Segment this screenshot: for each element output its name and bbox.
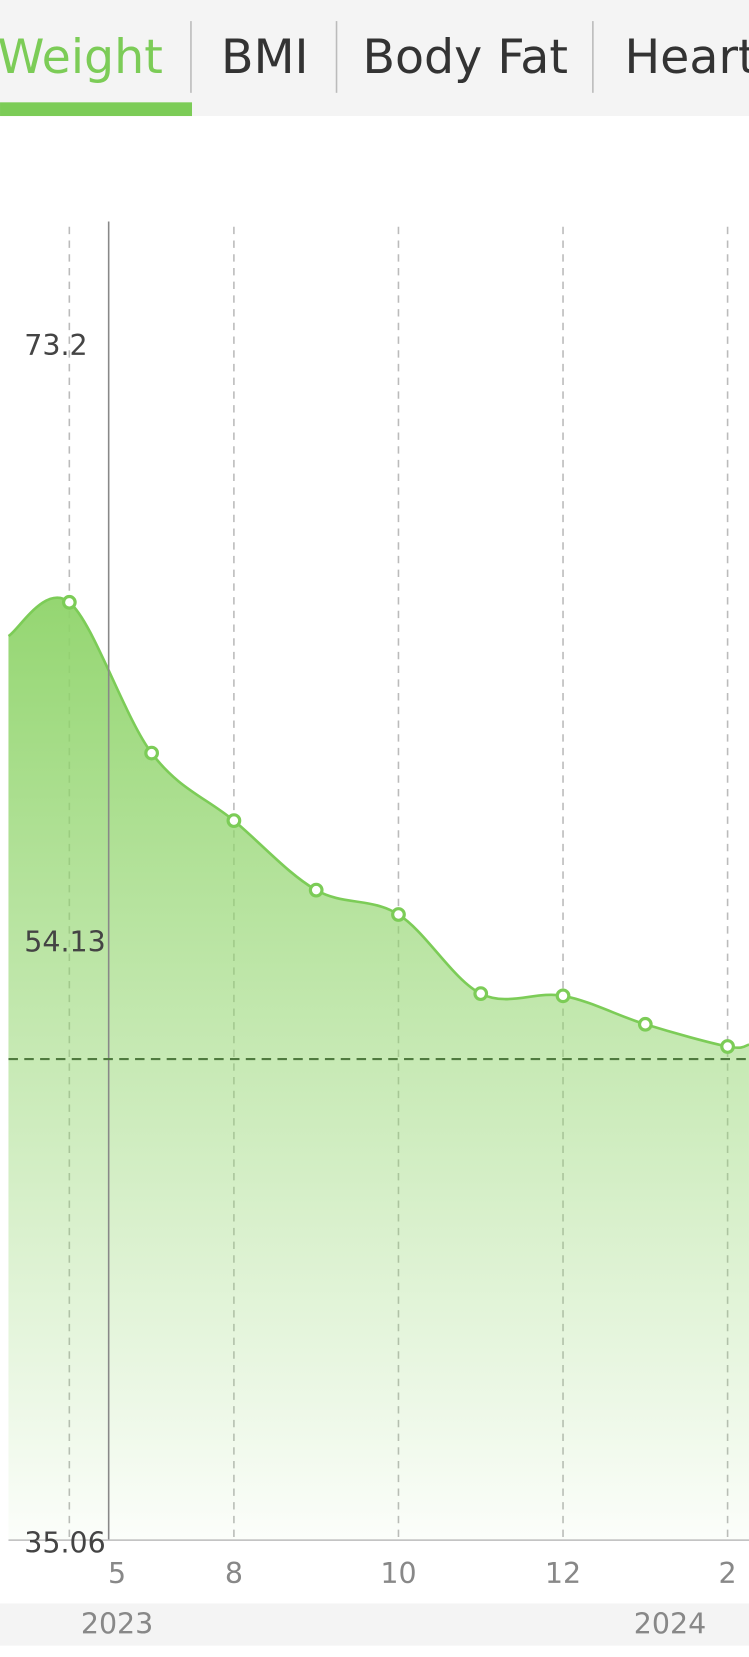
- point: [226, 813, 242, 829]
- area: [8, 597, 749, 1541]
- year-label: 2023: [81, 1608, 153, 1641]
- point: [61, 594, 77, 610]
- point: [473, 986, 489, 1002]
- x-tick-label: 5: [108, 1557, 126, 1590]
- tab-indicator: [0, 102, 193, 117]
- x-tick-label: 2: [719, 1557, 737, 1590]
- x-tick-label: 8: [225, 1557, 243, 1590]
- y-tick-label: 35.06: [24, 1526, 106, 1559]
- point: [144, 745, 160, 761]
- point: [308, 882, 324, 898]
- year-strip: [0, 1603, 749, 1646]
- point: [391, 907, 406, 922]
- tab[interactable]: Weight: [0, 30, 163, 85]
- point: [555, 988, 571, 1004]
- tab-bar: [0, 0, 749, 117]
- year-label: 2024: [634, 1608, 706, 1641]
- x-tick-label: 10: [380, 1557, 416, 1590]
- y-tick-label: 54.13: [24, 926, 106, 959]
- y-tick-label: 73.2: [24, 329, 87, 362]
- tab[interactable]: Body Fat: [362, 30, 568, 85]
- x-tick-label: 12: [545, 1557, 581, 1590]
- tab[interactable]: BMI: [221, 30, 309, 85]
- tab[interactable]: Heart: [625, 30, 749, 85]
- point: [637, 1016, 653, 1032]
- point: [720, 1039, 735, 1054]
